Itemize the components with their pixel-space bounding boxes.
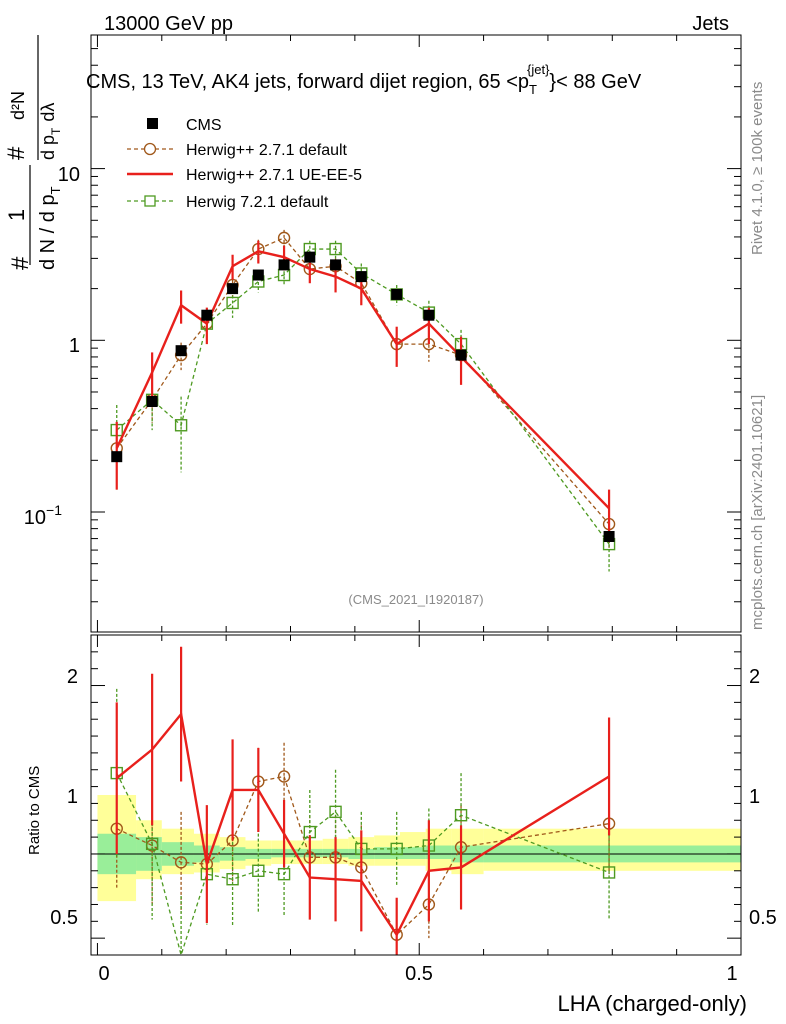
ylabel-hash-2: # — [3, 146, 30, 160]
ratio-point-herwig-7-2-1-default — [226, 873, 239, 886]
mcplots-label: mcplots.cern.ch [arXiv:2401.10621] — [749, 395, 766, 630]
main-frame — [90, 34, 742, 633]
legend-label-herwig7: Herwig 7.2.1 default — [186, 194, 329, 211]
ratio-point-herwig-2-7-1-default — [277, 770, 291, 783]
ratio-line-herwig-2-7-1-default — [116, 775, 610, 936]
ylabel-hash-1: # — [7, 256, 34, 270]
main-point-cms — [423, 309, 435, 321]
ratio-point-herwig-7-2-1-default — [602, 866, 616, 879]
main-panel — [91, 34, 742, 633]
xtick-label-0.5: 0.5 — [405, 963, 433, 985]
legend: CMS Herwig++ 2.7.1 default Herwig++ 2.7.… — [127, 117, 362, 211]
legend-label-cms: CMS — [186, 117, 222, 134]
ratio-ytick-2: 2 — [67, 666, 78, 688]
ratio-ytick-0.5-right: 0.5 — [749, 907, 777, 929]
legend-marker-herwig7 — [144, 195, 156, 207]
ratio-ytick-1-right: 1 — [749, 786, 760, 808]
ytick-label-1: 1 — [69, 335, 80, 357]
ratio-band-stat — [399, 847, 426, 859]
rivet-label: Rivet 4.1.0, ≥ 100k events — [749, 82, 766, 255]
ratio-ytick-0.5: 0.5 — [50, 907, 78, 929]
main-point-cms — [201, 309, 213, 321]
chart-title: CMS, 13 TeV, AK4 jets, forward dijet reg… — [86, 62, 642, 97]
header-energy: 13000 GeV pp — [104, 13, 233, 35]
ratio-point-herwig-7-2-1-default — [277, 867, 291, 881]
main-point-cms — [455, 349, 467, 361]
ratio-point-herwig-7-2-1-default — [329, 805, 342, 819]
main-point-cms — [603, 530, 615, 542]
ratio-point-herwig-2-7-1-default — [174, 856, 188, 869]
analysis-watermark: (CMS_2021_I1920187) — [348, 592, 483, 607]
main-point-cms — [304, 251, 316, 263]
xtick-label-1: 1 — [726, 963, 737, 985]
header-jets: Jets — [692, 13, 729, 35]
main-point-cms — [391, 288, 403, 300]
legend-marker-cms — [147, 118, 158, 129]
ratio-point-herwig-7-2-1-default — [390, 842, 403, 856]
main-point-herwig-7-2-1-default — [174, 419, 188, 432]
main-point-cms — [146, 396, 158, 408]
ratio-point-herwig-7-2-1-default — [145, 837, 159, 851]
main-point-cms — [330, 259, 342, 271]
ratio-frame — [90, 634, 742, 956]
ratio-band-stat — [374, 847, 400, 859]
ylabel-num2: d²N — [8, 91, 28, 120]
ratio-panel — [91, 635, 742, 958]
main-point-cms — [355, 271, 367, 283]
ratio-band-stat — [425, 845, 452, 859]
ytick-label-0.1: 10−1 — [24, 502, 62, 529]
ratio-point-herwig-7-2-1-default — [252, 864, 265, 877]
main-point-cms — [175, 345, 187, 357]
main-point-cms — [278, 259, 290, 271]
ytick-label-10: 10 — [58, 164, 80, 186]
ratio-line-herwig-2-7-1-ue-ee-5 — [115, 711, 610, 938]
ratio-ytick-1: 1 — [67, 786, 78, 808]
legend-marker-herwigpp-default — [143, 142, 157, 156]
ratio-ytick-2-right: 2 — [749, 666, 760, 688]
main-point-cms — [252, 269, 264, 281]
ylabel-num1: 1 — [4, 209, 29, 221]
xtick-label-0: 0 — [98, 963, 109, 985]
main-ylabel: # 1 d N / d pT # d²N d pTdλ — [3, 35, 63, 270]
legend-label-herwigpp-default: Herwig++ 2.7.1 default — [186, 142, 348, 159]
xlabel: LHA (charged-only) — [557, 991, 747, 1016]
main-point-cms — [227, 283, 239, 295]
ratio-ylabel: Ratio to CMS — [26, 766, 43, 855]
main-point-herwig-7-2-1-default — [329, 242, 342, 256]
main-line-herwig-2-7-1-ue-ee-5 — [115, 249, 610, 510]
main-point-herwig-2-7-1-default — [277, 231, 291, 245]
ylabel-den2: d pTdλ — [38, 103, 63, 160]
main-point-herwig-7-2-1-default — [226, 296, 239, 310]
ylabel-den1: d N / d pT — [37, 186, 63, 270]
main-point-cms — [111, 451, 123, 463]
legend-label-herwigpp-ueee5: Herwig++ 2.7.1 UE-EE-5 — [186, 167, 362, 184]
ratio-point-herwig-7-2-1-default — [454, 809, 468, 822]
